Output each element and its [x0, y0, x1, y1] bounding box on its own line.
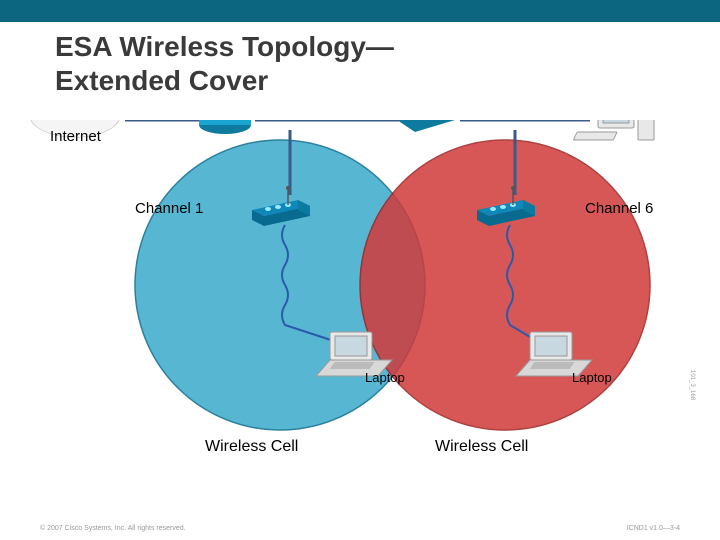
channel-1-label: Channel 1 [135, 200, 203, 217]
slide-title: ESA Wireless Topology— Extended Cover [55, 30, 394, 97]
header-bar [0, 0, 720, 22]
internet-label: Internet [50, 128, 101, 145]
router-icon [199, 120, 251, 134]
wireless-cell-1-label: Wireless Cell [205, 438, 298, 456]
wireless-cell-2 [360, 140, 650, 430]
topology-diagram: Internet Channel 1 Channel 6 Laptop Lapt… [30, 120, 690, 500]
title-line-1: ESA Wireless Topology— [55, 31, 394, 62]
footer-copyright: © 2007 Cisco Systems, Inc. All rights re… [40, 525, 186, 532]
title-line-2: Extended Cover [55, 65, 268, 96]
footer-code: ICND1 v1.0—3-4 [627, 525, 680, 532]
laptop-2-label: Laptop [572, 370, 612, 385]
channel-6-label: Channel 6 [585, 200, 653, 217]
wireless-cell-2-label: Wireless Cell [435, 438, 528, 456]
laptop-1-label: Laptop [365, 370, 405, 385]
side-tag: 101_3_168 [689, 370, 695, 400]
pc-icon [573, 120, 654, 140]
switch-icon [400, 120, 465, 132]
